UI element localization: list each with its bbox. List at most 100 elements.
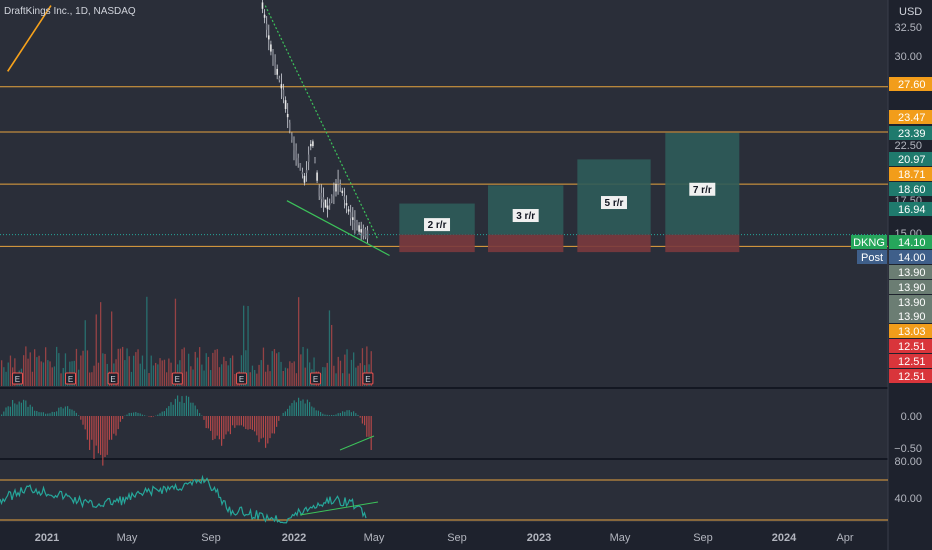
candle-body — [282, 89, 285, 98]
oscillator-bar — [335, 414, 337, 416]
oscillator-bar — [326, 414, 328, 416]
price-tag-label: 23.39 — [898, 128, 926, 140]
time-tick-label: May — [610, 532, 631, 544]
oscillator-bar — [97, 416, 99, 454]
earnings-marker — [65, 372, 77, 385]
risk-reward-boxes: 2 r/r 3 r/r 5 r/r 7 r/r — [399, 132, 740, 253]
volume-bar — [80, 355, 82, 386]
candle-body — [316, 172, 318, 181]
price-tag — [889, 182, 932, 196]
oscillator-bar — [364, 416, 366, 426]
rsi-pane[interactable] — [0, 460, 888, 522]
volume-bar — [38, 355, 40, 386]
volume-bar — [111, 311, 113, 386]
oscillator-bar — [166, 408, 168, 416]
volume-bar — [27, 358, 29, 386]
volume-bar — [155, 362, 157, 386]
volume-bar — [282, 371, 284, 386]
volume-bar — [146, 296, 148, 386]
oscillator-bar — [82, 416, 84, 425]
rr-label: 3 r/r — [516, 211, 535, 222]
time-axis-background[interactable] — [0, 522, 888, 550]
volume-bar — [86, 350, 89, 386]
volume-bar — [284, 367, 287, 386]
volume-bar — [29, 352, 31, 386]
candle-body — [333, 190, 335, 196]
volume-bar — [210, 370, 212, 386]
candle-body — [318, 188, 320, 197]
oscillator-bar — [89, 416, 91, 450]
price-tag-label: 18.71 — [898, 169, 926, 181]
oscillator-bar — [190, 402, 192, 416]
volume-bar — [117, 348, 119, 386]
candle-body — [295, 150, 297, 159]
volume-bar — [45, 347, 47, 386]
oscillator-divergence-line — [339, 435, 375, 451]
oscillator-bar — [126, 414, 128, 416]
oscillator-bar — [210, 416, 212, 431]
earnings-marker — [107, 372, 119, 385]
oscillator-bar — [34, 410, 36, 416]
volume-bar — [139, 363, 141, 386]
volume-bar — [269, 371, 271, 386]
oscillator-bar — [174, 398, 176, 416]
price-tag — [889, 126, 932, 140]
candle-body — [280, 84, 283, 89]
earnings-letter: E — [313, 375, 318, 384]
oscillator-bar — [45, 413, 47, 416]
ticker-price: 14.10 — [898, 237, 926, 249]
oscillator-bar — [95, 416, 97, 446]
oscillator-bar — [80, 416, 82, 420]
oscillator-bar — [291, 403, 293, 416]
volume-bar — [89, 372, 91, 386]
price-tag — [889, 202, 932, 216]
price-pane[interactable] — [0, 0, 888, 387]
oscillator-bar — [238, 416, 240, 426]
volume-bar — [291, 362, 293, 386]
volume-bar — [302, 346, 304, 386]
price-tag — [889, 295, 932, 309]
price-tag — [889, 250, 932, 264]
volume-bar — [58, 353, 60, 386]
oscillator-pane[interactable] — [0, 389, 888, 458]
oscillator-bar — [9, 406, 11, 416]
rsi-tick-label: 80.00 — [894, 456, 922, 468]
volume-bar — [122, 346, 124, 386]
volume-bar — [152, 365, 155, 386]
oscillator-bar — [284, 411, 286, 416]
oscillator-bar — [78, 415, 80, 416]
rr-label: 7 r/r — [693, 185, 712, 196]
volume-bar — [280, 361, 282, 386]
price-tick-label: 32.50 — [894, 22, 922, 34]
volume-bar — [102, 353, 104, 386]
volume-bar — [225, 361, 227, 386]
oscillator-bar — [205, 416, 207, 429]
oscillator-bar — [289, 405, 291, 416]
oscillator-bar — [194, 405, 196, 416]
oscillator-bar — [5, 407, 7, 416]
volume-bar — [62, 367, 64, 386]
volume-bar — [355, 367, 357, 386]
oscillator-bar — [117, 416, 119, 430]
volume-bar — [119, 348, 122, 386]
candle-body — [354, 220, 356, 223]
candle-body — [265, 23, 268, 30]
volume-bar — [49, 361, 51, 386]
candle-body — [301, 171, 304, 175]
oscillator-bar — [251, 416, 253, 430]
candle-body — [286, 113, 289, 118]
rsi-trendline — [299, 501, 379, 516]
price-series — [7, 0, 369, 244]
volume-bar — [265, 371, 267, 386]
candle-body — [284, 100, 287, 109]
price-tag-label: 13.03 — [898, 326, 926, 338]
oscillator-bar — [218, 416, 220, 440]
oscillator-bar — [306, 399, 308, 416]
oscillator-bar — [333, 415, 335, 416]
volume-bar — [232, 355, 234, 386]
oscillator-bar — [368, 416, 370, 437]
volume-bar — [199, 347, 201, 386]
price-tag-label: 13.90 — [898, 311, 926, 323]
volume-bar — [192, 369, 194, 386]
